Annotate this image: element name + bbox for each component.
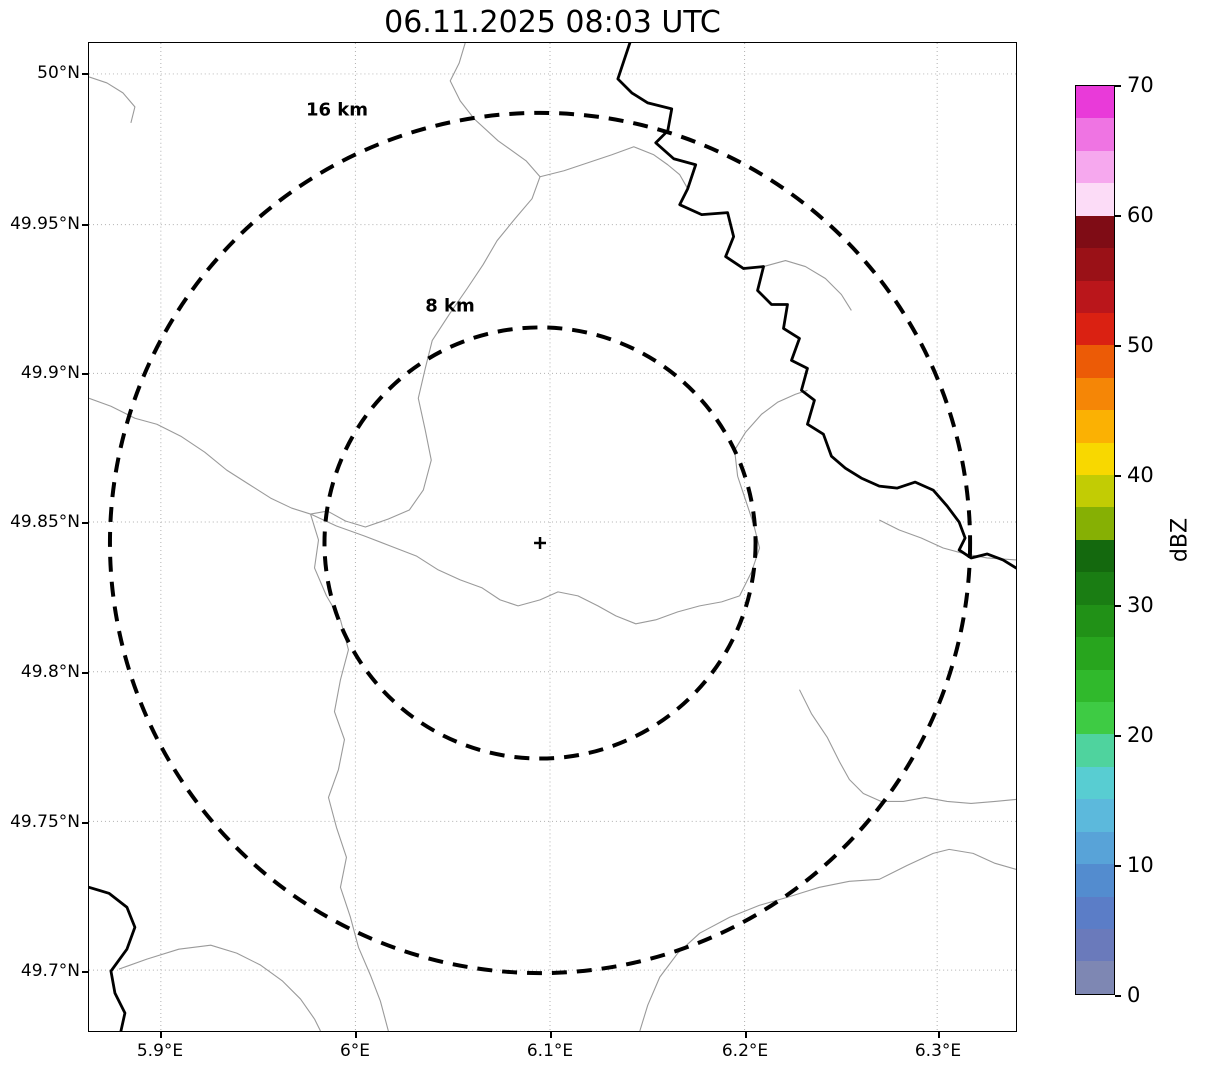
colorbar-tick-label: 40 (1127, 463, 1154, 487)
lat-tick-label: 49.85°N (10, 512, 80, 532)
lon-tick-label: 6.3°E (914, 1041, 962, 1061)
plot-title: 06.11.2025 08:03 UTC (384, 5, 721, 40)
colorbar-band (1076, 377, 1114, 411)
colorbar-tickmark (1115, 85, 1121, 87)
lat-tickmark (82, 522, 88, 524)
lat-tickmark (82, 672, 88, 674)
colorbar-band (1076, 734, 1114, 767)
lon-tick-label: 5.9°E (136, 1041, 184, 1061)
colorbar-tickmark (1115, 995, 1121, 997)
map-plot: 16 km 8 km (88, 42, 1017, 1032)
range-rings (107, 110, 973, 976)
colorbar-band (1076, 150, 1114, 184)
colorbar-tickmark (1115, 475, 1121, 477)
lon-tick-label: 6.1°E (526, 1041, 574, 1061)
colorbar-band (1076, 118, 1114, 151)
colorbar-tick-label: 30 (1127, 593, 1154, 617)
river-line (89, 43, 1016, 1031)
colorbar-band (1076, 183, 1114, 216)
colorbar-band (1076, 345, 1114, 378)
colorbar-tick-label: 70 (1127, 73, 1154, 97)
colorbar (1075, 85, 1115, 995)
lon-tickmark (550, 1032, 552, 1038)
colorbar-band (1076, 604, 1114, 638)
lat-tick-label: 49.9°N (20, 363, 80, 383)
colorbar-tickmark (1115, 865, 1121, 867)
lon-tick-label: 6°E (339, 1041, 371, 1061)
range-ring-8km (322, 325, 758, 761)
range-ring-16km (107, 110, 973, 976)
colorbar-band (1076, 864, 1114, 897)
colorbar-band (1076, 637, 1114, 670)
lat-tick-label: 49.8°N (20, 662, 80, 682)
radar-center-marker (534, 537, 547, 549)
colorbar-tick-label: 60 (1127, 203, 1154, 227)
colorbar-band (1076, 475, 1114, 508)
lat-tickmark (82, 373, 88, 375)
colorbar-band (1076, 248, 1114, 281)
lat-tick-label: 50°N (37, 63, 80, 83)
lon-tickmark (938, 1032, 940, 1038)
colorbar-band (1076, 928, 1114, 962)
colorbar-tickmark (1115, 345, 1121, 347)
lat-tickmark (82, 224, 88, 226)
colorbar-band (1076, 669, 1114, 703)
lon-tickmark (355, 1032, 357, 1038)
colorbar-band (1076, 507, 1114, 540)
colorbar-gradient (1076, 86, 1114, 994)
colorbar-tick-label: 0 (1127, 983, 1141, 1007)
lon-tickmark (745, 1032, 747, 1038)
colorbar-tick-label: 20 (1127, 723, 1154, 747)
colorbar-band (1076, 572, 1114, 605)
colorbar-band (1076, 961, 1114, 994)
colorbar-tick-label: 10 (1127, 853, 1154, 877)
lon-tick-label: 6.2°E (721, 1041, 769, 1061)
colorbar-band (1076, 799, 1114, 832)
colorbar-band (1076, 86, 1114, 119)
colorbar-axis-label: dBZ (1167, 517, 1193, 563)
colorbar-band (1076, 539, 1114, 573)
colorbar-band (1076, 442, 1114, 476)
lat-tick-label: 49.95°N (10, 214, 80, 234)
lon-tickmark (160, 1032, 162, 1038)
grid-lines (89, 43, 1016, 1031)
colorbar-tickmark (1115, 605, 1121, 607)
ring-label-16km: 16 km (305, 99, 369, 121)
colorbar-band (1076, 766, 1114, 800)
map-canvas (89, 43, 1016, 1031)
colorbar-tickmark (1115, 735, 1121, 737)
lat-tick-label: 49.7°N (20, 961, 80, 981)
colorbar-band (1076, 896, 1114, 929)
ring-label-8km: 8 km (425, 295, 475, 317)
colorbar-band (1076, 410, 1114, 443)
colorbar-band (1076, 280, 1114, 313)
colorbar-band (1076, 312, 1114, 346)
lat-tick-label: 49.75°N (10, 812, 80, 832)
colorbar-tick-label: 50 (1127, 333, 1154, 357)
lat-tickmark (82, 73, 88, 75)
colorbar-tickmark (1115, 215, 1121, 217)
lat-tickmark (82, 971, 88, 973)
colorbar-band (1076, 831, 1114, 865)
admin-boundaries (89, 43, 1016, 1031)
lat-tickmark (82, 822, 88, 824)
colorbar-band (1076, 702, 1114, 735)
colorbar-band (1076, 215, 1114, 249)
